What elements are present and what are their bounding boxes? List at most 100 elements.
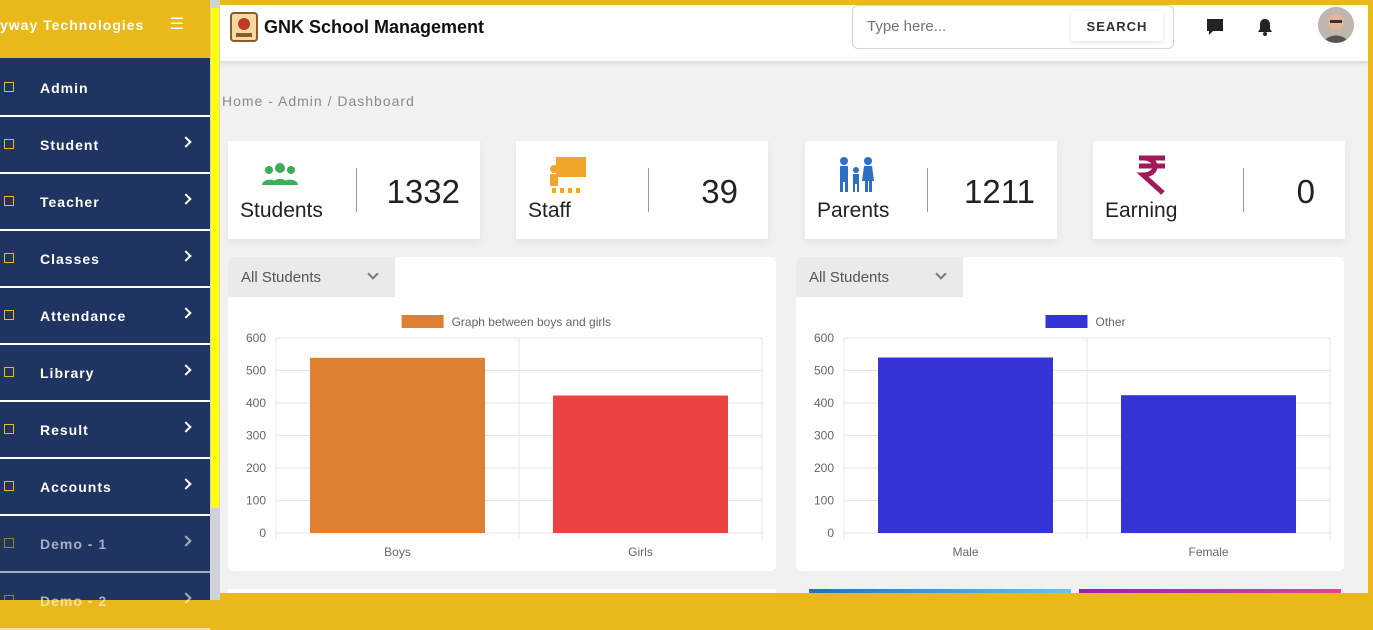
y-tick-label: 200: [814, 461, 834, 475]
sidebar-item-accounts[interactable]: Accounts: [0, 459, 210, 516]
stat-card-parents: Parents 1211: [805, 141, 1057, 239]
y-tick-label: 200: [246, 461, 266, 475]
y-tick-label: 600: [814, 331, 834, 345]
sidebar-item-classes[interactable]: Classes: [0, 231, 210, 288]
user-avatar[interactable]: [1318, 7, 1354, 43]
y-tick-label: 100: [814, 494, 834, 508]
attendance-icon: [4, 310, 14, 320]
sidebar-item-label: Demo - 2: [40, 593, 108, 609]
avatar-image: [1318, 7, 1354, 43]
dashboard-icon: [4, 82, 14, 92]
stat-card-students: Students 1332: [228, 141, 480, 239]
search-button[interactable]: SEARCH: [1071, 11, 1163, 41]
result-icon: [4, 424, 14, 434]
breadcrumb: Home - Admin / Dashboard: [222, 93, 415, 109]
sidebar-item-label: Attendance: [40, 308, 127, 324]
staff-icon: [550, 157, 586, 193]
stat-value: 0: [1296, 173, 1315, 210]
sidebar-item-demo-1[interactable]: Demo - 1: [0, 516, 210, 573]
bar-chart: 600 500 400 300 200 100 0 Boys Girls Graph betwee…: [246, 315, 763, 559]
stat-label: Staff: [528, 199, 571, 222]
demo-icon: [4, 538, 14, 548]
card-strip: [1079, 589, 1341, 593]
x-tick-label: Female: [1188, 545, 1228, 559]
sidebar-item-result[interactable]: Result: [0, 402, 210, 459]
y-tick-label: 0: [259, 526, 266, 540]
y-tick-label: 300: [246, 429, 266, 443]
rupee-icon: [1136, 155, 1165, 195]
bar-boys: [310, 357, 485, 533]
sidebar-item-label: Teacher: [40, 194, 100, 210]
chevron-right-icon: [180, 592, 192, 604]
demo-icon: [4, 595, 14, 605]
sidebar-item-label: Student: [40, 137, 100, 153]
chevron-right-icon: [180, 478, 192, 490]
sidebar-menu: Admin Student Teacher Classes Attendance…: [0, 60, 210, 630]
sidebar: yway Technologies ☰ Admin Student Teache…: [0, 0, 210, 630]
sidebar-item-label: Classes: [40, 251, 100, 267]
stat-label: Students: [240, 199, 323, 222]
sidebar-item-library[interactable]: Library: [0, 345, 210, 402]
y-tick-label: 400: [814, 396, 834, 410]
legend-swatch: [1045, 315, 1088, 328]
main-content: GNK School Management SEARCH Home - Admi…: [220, 5, 1368, 593]
stat-divider: [927, 168, 928, 212]
bar-chart: 600 500 400 300 200 100 0 Male Female Other: [814, 315, 1331, 559]
legend-swatch: [401, 315, 444, 328]
stat-divider: [1243, 168, 1244, 212]
top-navbar: GNK School Management SEARCH: [220, 5, 1368, 61]
stat-value: 1332: [386, 173, 460, 210]
x-tick-label: Girls: [628, 545, 653, 559]
stat-card-earning: Earning 0: [1093, 141, 1345, 239]
chevron-right-icon: [180, 193, 192, 205]
bar-female: [1121, 395, 1296, 533]
x-tick-label: Male: [952, 545, 978, 559]
sidebar-item-attendance[interactable]: Attendance: [0, 288, 210, 345]
classes-icon: [4, 253, 14, 263]
school-logo-icon: [230, 12, 258, 42]
chevron-right-icon: [180, 307, 192, 319]
sidebar-item-student[interactable]: Student: [0, 117, 210, 174]
sidebar-item-label: Demo - 1: [40, 536, 108, 552]
legend-label: Other: [1096, 315, 1126, 329]
chevron-right-icon: [180, 535, 192, 547]
bar-girls: [553, 395, 728, 533]
sidebar-item-admin[interactable]: Admin: [0, 60, 210, 117]
sidebar-item-label: Admin: [40, 80, 89, 96]
sidebar-scrollbar-thumb[interactable]: [211, 8, 219, 508]
sidebar-item-teacher[interactable]: Teacher: [0, 174, 210, 231]
menu-toggle-icon[interactable]: ☰: [169, 16, 184, 33]
y-tick-label: 100: [246, 494, 266, 508]
parents-icon: [840, 157, 874, 192]
card-strip: [228, 589, 776, 593]
bell-icon[interactable]: [1254, 16, 1276, 38]
brand-bar: yway Technologies ☰: [0, 0, 210, 58]
brand-name: yway Technologies: [0, 17, 145, 33]
filter-dropdown[interactable]: All Students: [796, 257, 963, 297]
chat-icon[interactable]: [1204, 16, 1226, 38]
chevron-right-icon: [180, 364, 192, 376]
students-icon: [262, 163, 298, 185]
sidebar-item-label: Accounts: [40, 479, 112, 495]
teacher-icon: [4, 196, 14, 206]
stat-value: 1211: [964, 173, 1035, 210]
chevron-right-icon: [180, 136, 192, 148]
sidebar-item-label: Result: [40, 422, 89, 438]
y-tick-label: 500: [246, 364, 266, 378]
student-icon: [4, 139, 14, 149]
y-tick-label: 0: [827, 526, 834, 540]
accounts-icon: [4, 481, 14, 491]
sidebar-item-label: Library: [40, 365, 95, 381]
stat-value: 39: [701, 173, 738, 210]
filter-dropdown-label: All Students: [241, 269, 322, 286]
sidebar-item-demo-2[interactable]: Demo - 2: [0, 573, 210, 630]
card-strip: [809, 589, 1071, 593]
stat-label: Earning: [1105, 199, 1178, 222]
stat-card-staff: Staff 39: [516, 141, 768, 239]
chart-card-gender: All Students 600 500 400 300 200 100 0 Male Fema…: [796, 257, 1344, 571]
app-title: GNK School Management: [264, 17, 485, 37]
search-input[interactable]: [853, 6, 1075, 46]
library-icon: [4, 367, 14, 377]
filter-dropdown[interactable]: All Students: [228, 257, 395, 297]
y-tick-label: 600: [246, 331, 266, 345]
